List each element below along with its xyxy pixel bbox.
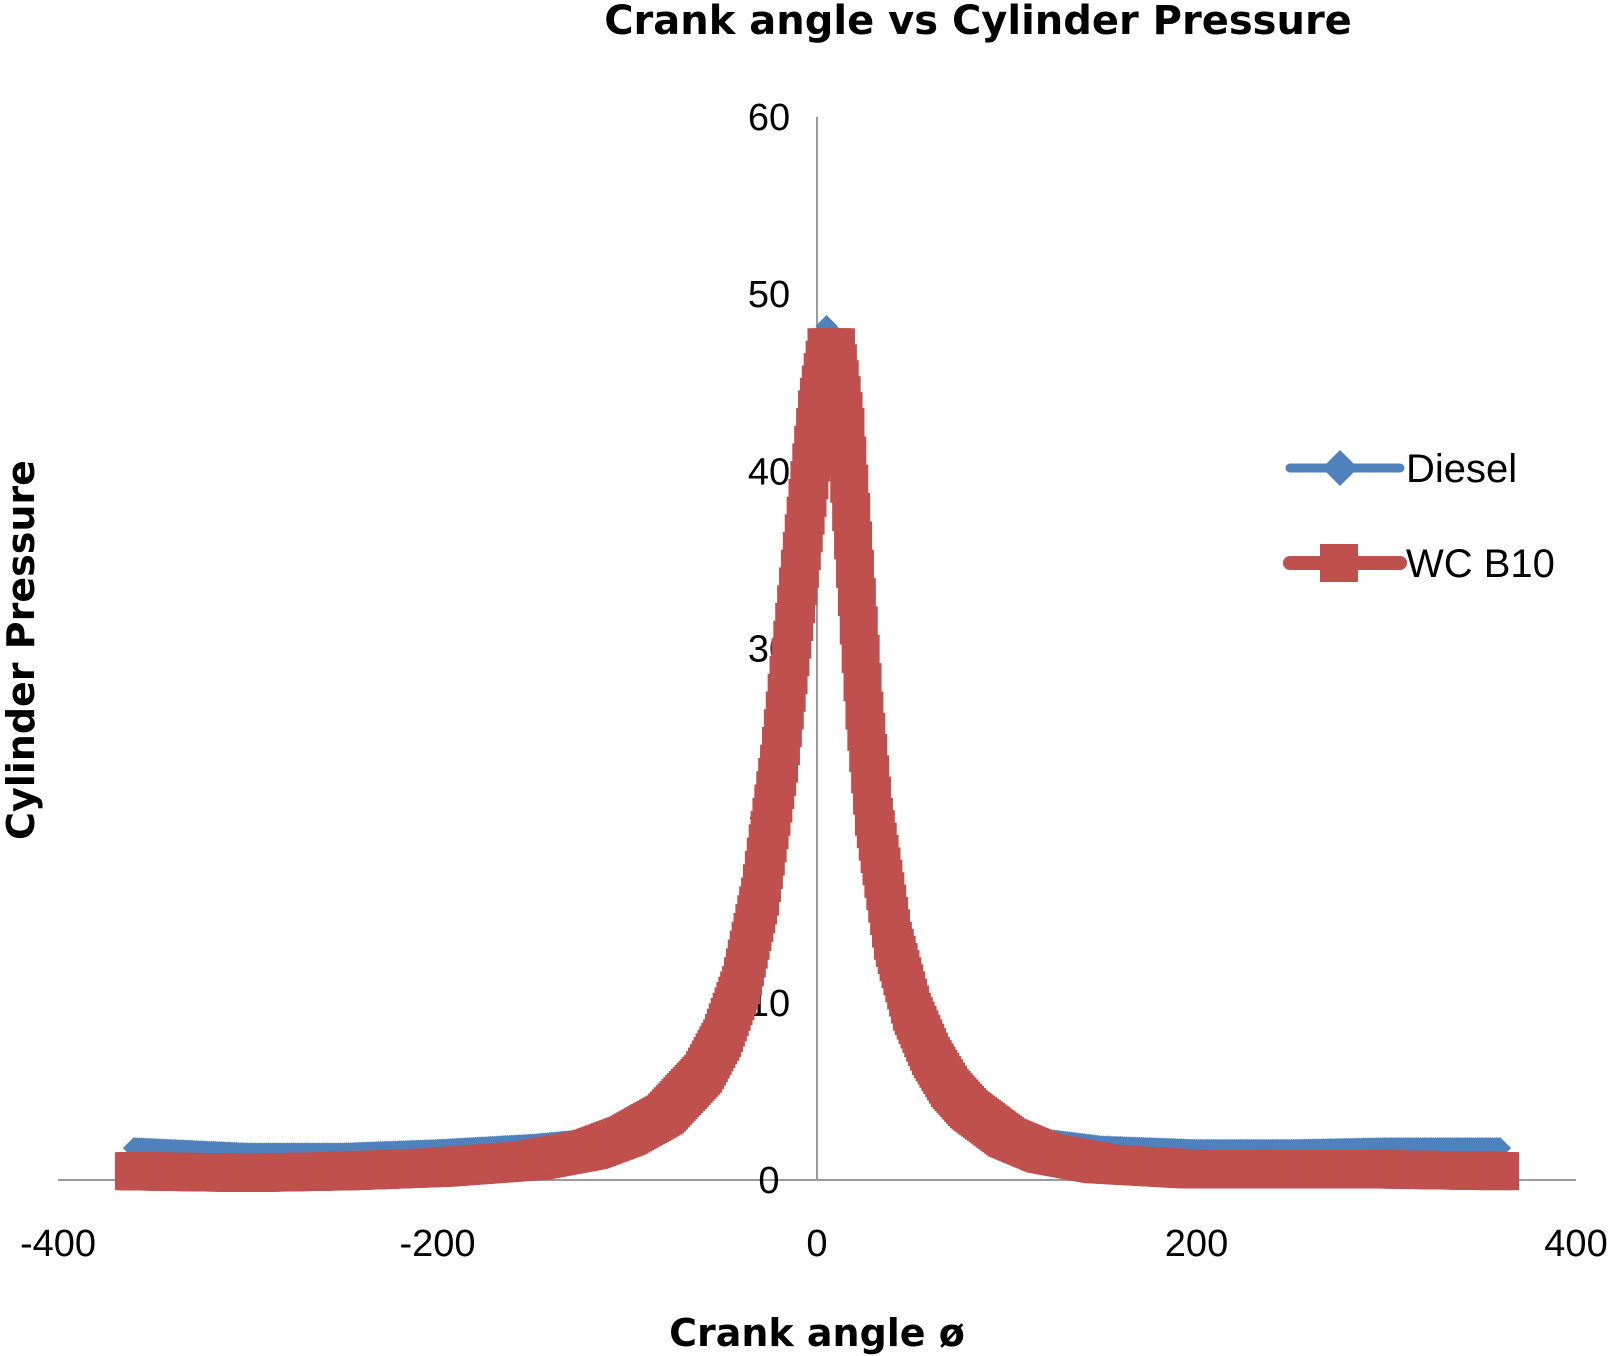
chart-title: Crank angle vs Cylinder Pressure bbox=[604, 0, 1352, 44]
y-tick-label: 0 bbox=[758, 1160, 779, 1202]
diamond-icon bbox=[1322, 450, 1358, 486]
y-tick-label: 60 bbox=[748, 97, 790, 139]
square-icon bbox=[1320, 544, 1358, 582]
wcb10-point bbox=[1481, 1152, 1520, 1191]
legend-item-diesel: Diesel bbox=[1285, 447, 1517, 491]
y-tick-label: 40 bbox=[748, 451, 790, 493]
x-tick-label: -400 bbox=[20, 1223, 96, 1265]
x-tick-label: 0 bbox=[806, 1223, 827, 1265]
x-tick-labels: -400 -200 0 200 400 bbox=[20, 1223, 1608, 1265]
legend-label: Diesel bbox=[1406, 447, 1517, 491]
x-tick-label: 400 bbox=[1544, 1223, 1607, 1265]
series-layer bbox=[114, 315, 1520, 1192]
legend-label: WC B10 bbox=[1406, 542, 1555, 586]
y-tick-label: 50 bbox=[748, 274, 790, 316]
y-axis-title: Cylinder Pressure bbox=[0, 460, 43, 840]
x-tick-label: 200 bbox=[1165, 1223, 1228, 1265]
x-tick-label: -200 bbox=[399, 1223, 475, 1265]
legend: Diesel WC B10 bbox=[1283, 447, 1555, 586]
legend-item-wcb10: WC B10 bbox=[1283, 542, 1555, 586]
x-axis-title: Crank angle ø bbox=[669, 1311, 965, 1355]
series-wcb10 bbox=[114, 328, 1520, 1192]
